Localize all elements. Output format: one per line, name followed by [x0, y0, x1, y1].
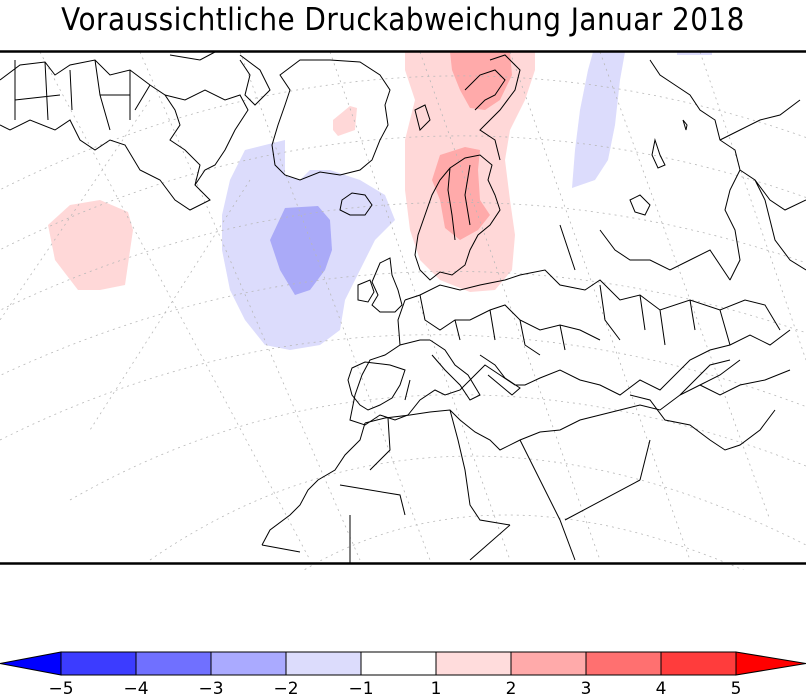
coast-scandinavia [414, 154, 501, 281]
coast-baffin [169, 51, 271, 106]
colorbar-tick-label: 1 [431, 679, 442, 697]
colorbar-tick-label: 5 [731, 679, 742, 697]
borders-north-africa [261, 409, 651, 563]
colorbar-bin [435, 651, 512, 676]
colorbar-tick-label: −3 [198, 679, 223, 697]
colorbar-bin [585, 651, 662, 676]
anomaly-area-north-atlantic-core [270, 206, 332, 295]
coast-svalbard [414, 69, 506, 131]
colorbar-tick-label: −5 [48, 679, 73, 697]
coast-great-britain [371, 257, 403, 313]
coastlines [0, 51, 806, 563]
border-us-states [14, 59, 151, 131]
map-title: Voraussichtliche Druckabweichung Januar … [61, 2, 745, 38]
colorbar-under-triangle [0, 651, 62, 676]
colorbar-bin [60, 651, 137, 676]
coast-greenland [271, 59, 391, 181]
map-panel [0, 50, 806, 570]
anomaly-shading [48, 52, 712, 350]
colorbar-bin [660, 651, 737, 676]
colorbar-bin [360, 651, 437, 676]
colorbar-tick-label: −4 [123, 679, 148, 697]
coast-ireland [357, 279, 375, 303]
anomaly-area-russia-negative [572, 52, 625, 188]
anomaly-area-svalbard-core [450, 52, 512, 110]
borders-europe [399, 284, 731, 401]
coast-iceland [339, 192, 373, 216]
graticule [0, 51, 806, 570]
colorbar: −5 −4 −3 −2 −1 1 2 3 4 5 [0, 651, 806, 697]
anomaly-area-scandinavia-core [432, 147, 490, 240]
border-sweden-norway [447, 164, 471, 241]
coast-labrador [164, 89, 249, 186]
colorbar-over-triangle [735, 651, 806, 676]
coast-north-africa [261, 359, 741, 546]
colorbar-bin [210, 651, 287, 676]
colorbar-bin [285, 651, 362, 676]
colorbar-bin [510, 651, 587, 676]
lakes-russia [629, 119, 688, 216]
borders-eastern-europe [559, 59, 806, 281]
anomaly-area-west-atlantic-positive [48, 200, 133, 290]
anomaly-area-greenland-positive [333, 106, 357, 136]
colorbar-bin [135, 651, 212, 676]
coast-north-america [0, 59, 211, 211]
coast-novaya-zemlya [479, 54, 521, 161]
colorbar-tick-label: 4 [656, 679, 667, 697]
colorbar-tick-label: −2 [273, 679, 298, 697]
coast-italy [429, 339, 481, 401]
colorbar-tick-label: 2 [506, 679, 517, 697]
colorbar-tick-label: 3 [581, 679, 592, 697]
coast-continental-europe [349, 269, 791, 426]
coast-middle-east [629, 359, 791, 451]
coast-iberia [347, 361, 406, 411]
colorbar-tick-label: −1 [348, 679, 373, 697]
coast-greece-balkans [479, 354, 521, 396]
